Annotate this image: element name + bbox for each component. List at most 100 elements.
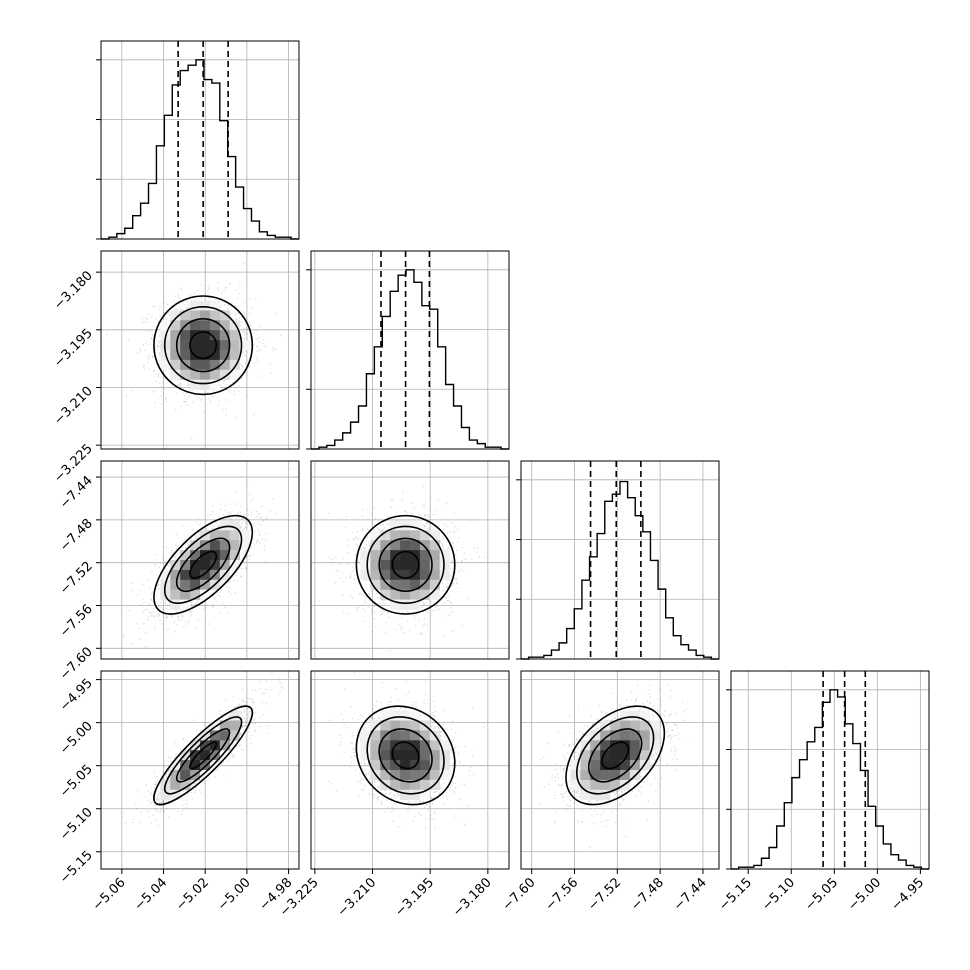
scatter-point	[410, 502, 413, 504]
scatter-point	[264, 345, 266, 347]
scatter-point	[205, 607, 207, 609]
scatter-point	[243, 528, 245, 531]
scatter-point	[183, 394, 185, 396]
scatter-point	[190, 614, 192, 617]
scatter-point	[192, 401, 194, 403]
panel-background	[731, 671, 929, 869]
scatter-point	[231, 313, 233, 315]
scatter-point	[237, 513, 240, 515]
contour-line	[153, 514, 254, 615]
scatter-point	[193, 294, 195, 296]
scatter-point	[254, 530, 256, 533]
scatter-point	[197, 619, 199, 621]
scatter-point	[236, 580, 238, 582]
scatter-point	[428, 600, 431, 603]
histogram-panel	[726, 670, 930, 870]
scatter-point	[450, 607, 452, 609]
scatter-point	[185, 400, 187, 403]
scatter-point	[155, 318, 157, 320]
scatter-point	[157, 363, 160, 365]
scatter-point	[230, 593, 232, 595]
scatter-point	[156, 349, 158, 351]
scatter-point	[427, 529, 429, 531]
scatter-point	[222, 309, 224, 311]
scatter-point	[355, 536, 358, 538]
scatter-point	[182, 540, 184, 543]
scatter-point	[249, 321, 251, 324]
scatter-point	[406, 611, 408, 613]
scatter-point	[242, 553, 244, 555]
density-block	[190, 359, 201, 371]
scatter-point	[265, 517, 268, 519]
scatter-point	[230, 511, 232, 513]
scatter-point	[144, 368, 146, 370]
scatter-point	[227, 308, 229, 310]
scatter-point	[250, 308, 252, 310]
scatter-point	[164, 568, 167, 570]
scatter-point	[154, 565, 156, 567]
scatter-point	[361, 509, 364, 511]
scatter-point	[187, 543, 190, 545]
density-block	[180, 350, 191, 361]
scatter-point	[240, 324, 242, 326]
scatter-point	[258, 513, 260, 515]
scatter-point	[221, 602, 224, 604]
scatter-point	[361, 529, 363, 532]
scatter-point	[201, 529, 203, 531]
scatter-point	[457, 528, 459, 531]
density-block	[209, 369, 221, 380]
scatter-point	[207, 289, 209, 291]
density-block	[170, 589, 181, 600]
scatter-point	[208, 397, 210, 400]
density-block	[180, 330, 191, 341]
scatter-point	[188, 387, 190, 390]
scatter-point	[371, 591, 373, 593]
scatter-point	[424, 514, 426, 517]
scatter-point	[220, 583, 222, 585]
scatter-point	[215, 521, 217, 523]
scatter-point	[260, 523, 262, 526]
scatter-point	[204, 605, 206, 608]
scatter-point	[194, 538, 196, 540]
scatter-point	[187, 544, 189, 546]
scatter-point	[166, 318, 168, 320]
scatter-point	[161, 558, 164, 561]
scatter-point	[164, 378, 166, 380]
scatter-point	[212, 396, 214, 398]
scatter-point	[156, 365, 158, 367]
scatter-point	[280, 334, 282, 337]
scatter-point	[441, 590, 443, 592]
scatter-point	[239, 310, 241, 312]
scatter-point	[259, 533, 261, 535]
scatter-point	[425, 602, 427, 604]
scatter-point	[207, 297, 210, 299]
scatter-point	[241, 518, 243, 520]
density-block	[190, 310, 201, 321]
scatter-point	[385, 622, 387, 624]
scatter-point	[219, 580, 221, 583]
scatter-point	[234, 491, 237, 493]
scatter-point	[391, 499, 394, 501]
scatter-point	[229, 283, 231, 285]
scatter-point	[426, 624, 429, 626]
scatter-point	[235, 387, 237, 389]
scatter-point	[426, 527, 428, 529]
scatter-point	[352, 538, 355, 541]
scatter-point	[446, 586, 448, 588]
panel-frame	[730, 670, 930, 870]
scatter-point	[256, 540, 258, 543]
scatter-point	[265, 561, 267, 563]
scatter-point	[217, 529, 219, 531]
scatter-point	[396, 519, 398, 521]
scatter-point	[157, 345, 159, 348]
scatter-point	[201, 297, 203, 299]
scatter-point	[401, 617, 403, 619]
scatter-point	[212, 605, 214, 607]
scatter-point	[247, 509, 249, 512]
scatter-point	[223, 382, 225, 385]
scatter-point	[190, 611, 192, 613]
scatter-point	[158, 614, 160, 616]
scatter-point	[441, 582, 443, 584]
density-block	[219, 330, 230, 341]
scatter-point	[187, 303, 189, 305]
